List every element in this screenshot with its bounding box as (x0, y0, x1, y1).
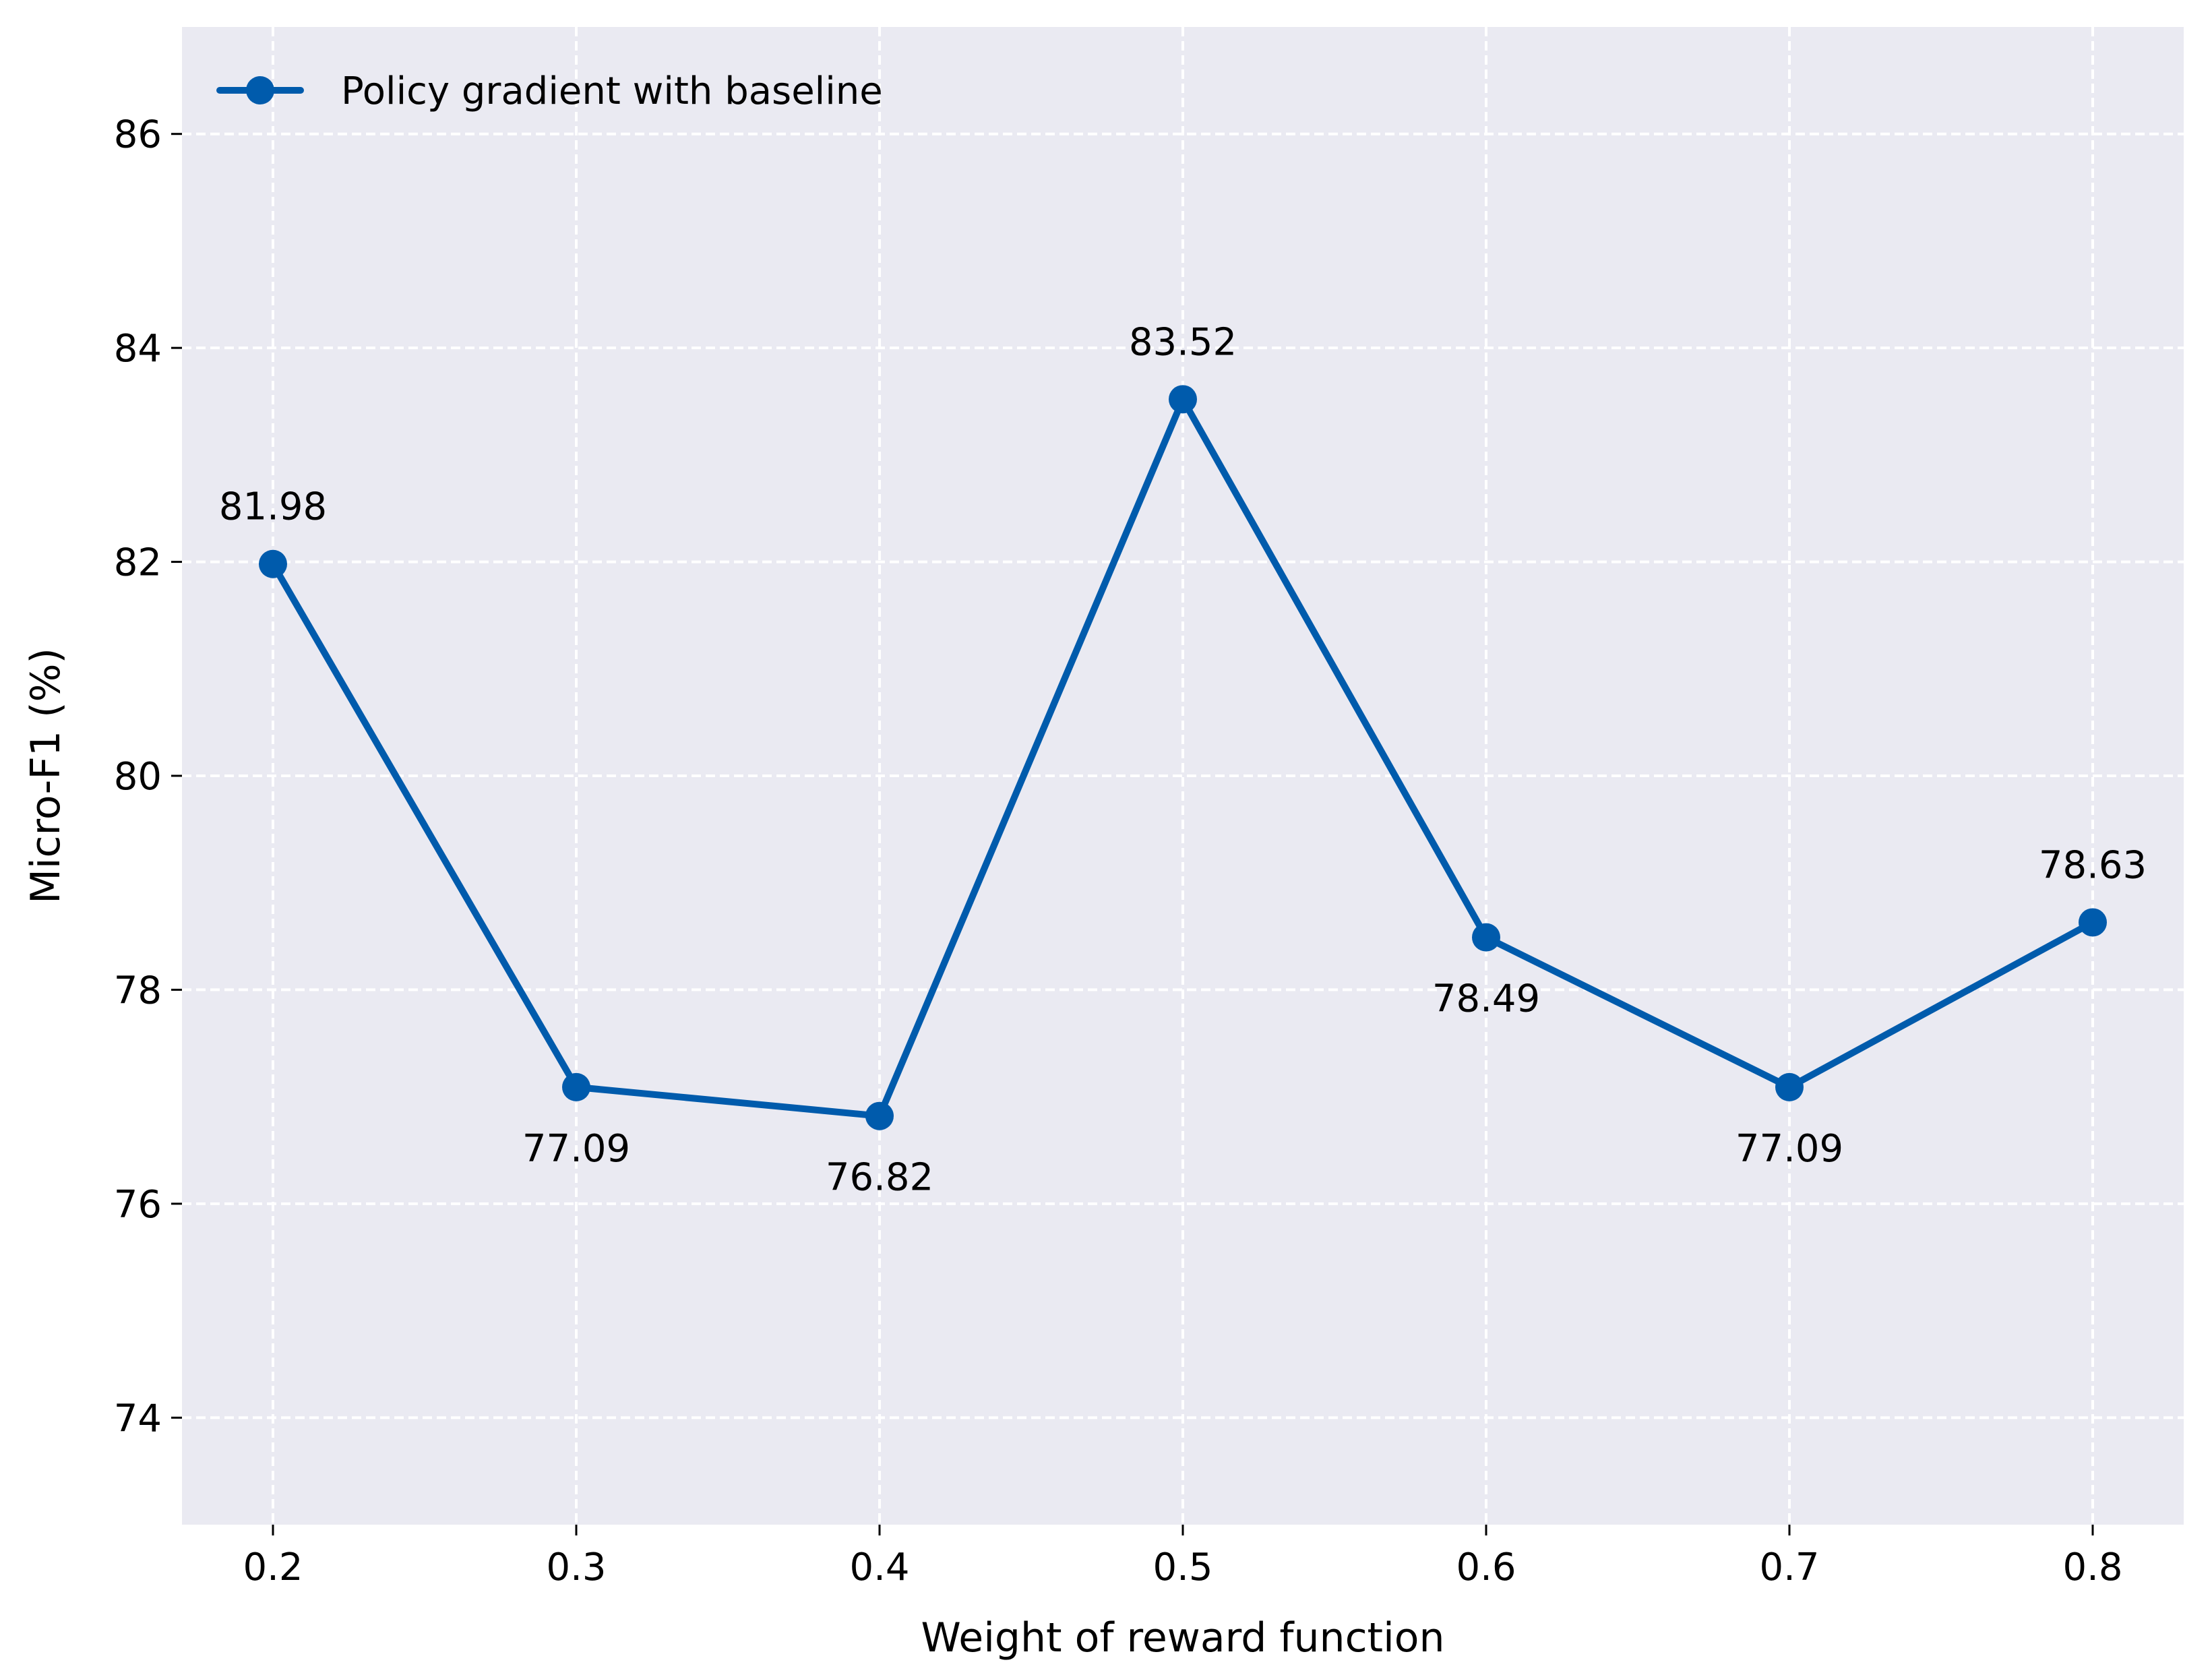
x-tick-label: 0.4 (849, 1546, 909, 1589)
x-tick-label: 0.6 (1456, 1546, 1516, 1589)
data-label: 78.63 (2039, 843, 2147, 887)
data-label: 83.52 (1129, 320, 1237, 364)
y-tick-label: 80 (114, 755, 162, 799)
y-tick-label: 74 (114, 1397, 162, 1440)
x-tick-label: 0.8 (2062, 1546, 2122, 1589)
y-tick-label: 82 (114, 541, 162, 585)
data-point (1472, 923, 1500, 952)
data-point (1169, 385, 1197, 414)
x-axis-label: Weight of reward function (921, 1614, 1445, 1661)
data-point (2079, 908, 2107, 937)
data-label: 78.49 (1432, 977, 1540, 1021)
grid-lines (182, 27, 2184, 1525)
legend: Policy gradient with baseline (216, 69, 883, 113)
axes: 0.2 0.3 0.4 0.5 0.6 0.7 0.8 74 76 78 80 82 84 86 (114, 113, 2123, 1589)
x-tick-label: 0.7 (1759, 1546, 1819, 1589)
data-point (562, 1072, 590, 1101)
data-point (865, 1101, 894, 1130)
data-label: 77.09 (522, 1127, 630, 1171)
y-axis-label: Micro-F1 (%) (22, 648, 69, 904)
data-label: 81.98 (219, 485, 327, 529)
data-point (259, 549, 287, 578)
data-point (1775, 1072, 1804, 1101)
y-tick-label: 76 (114, 1183, 162, 1227)
data-labels: 81.98 77.09 76.82 83.52 78.49 77.09 78.63 (219, 320, 2147, 1199)
y-tick-label: 84 (114, 327, 162, 371)
x-tick-label: 0.5 (1153, 1546, 1212, 1589)
y-tick-label: 86 (114, 113, 162, 157)
legend-marker (246, 76, 274, 104)
series (259, 385, 2107, 1130)
legend-label: Policy gradient with baseline (341, 69, 883, 113)
x-tick-label: 0.2 (243, 1546, 303, 1589)
data-label: 76.82 (826, 1156, 933, 1200)
x-tick-label: 0.3 (546, 1546, 606, 1589)
data-label: 77.09 (1735, 1127, 1843, 1171)
y-tick-label: 78 (114, 969, 162, 1012)
